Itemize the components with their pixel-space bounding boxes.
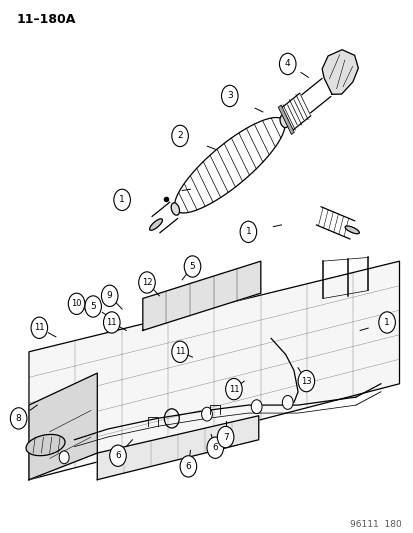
Circle shape (180, 456, 196, 477)
Circle shape (31, 317, 47, 338)
Ellipse shape (344, 226, 358, 234)
Text: 1: 1 (119, 196, 125, 204)
Text: 6: 6 (115, 451, 121, 460)
Text: 4: 4 (284, 60, 290, 68)
Circle shape (221, 85, 237, 107)
Polygon shape (29, 373, 97, 480)
Ellipse shape (279, 115, 288, 127)
Circle shape (251, 400, 261, 414)
Text: 2: 2 (177, 132, 183, 140)
Text: 11–180A: 11–180A (17, 13, 76, 26)
Text: 5: 5 (189, 262, 195, 271)
Text: 1: 1 (245, 228, 251, 236)
Text: 6: 6 (185, 462, 191, 471)
Text: 8: 8 (16, 414, 21, 423)
Text: 6: 6 (212, 443, 218, 452)
Text: 11: 11 (174, 348, 185, 356)
Text: 5: 5 (90, 302, 96, 311)
Text: 96111  180: 96111 180 (349, 520, 401, 529)
Circle shape (101, 285, 118, 306)
Circle shape (225, 378, 242, 400)
Polygon shape (278, 105, 294, 134)
Circle shape (114, 189, 130, 211)
Circle shape (85, 296, 101, 317)
Circle shape (378, 312, 394, 333)
Text: 1: 1 (383, 318, 389, 327)
Text: 9: 9 (107, 292, 112, 300)
Circle shape (68, 293, 85, 314)
Circle shape (201, 407, 212, 421)
Text: 11: 11 (228, 385, 239, 393)
Text: 11: 11 (34, 324, 45, 332)
Circle shape (138, 272, 155, 293)
Circle shape (282, 395, 292, 409)
Circle shape (171, 341, 188, 362)
Ellipse shape (149, 219, 162, 230)
Circle shape (59, 451, 69, 464)
Ellipse shape (171, 203, 179, 215)
Text: 7: 7 (222, 433, 228, 441)
Ellipse shape (26, 434, 65, 456)
Circle shape (279, 53, 295, 75)
Polygon shape (97, 416, 258, 480)
Circle shape (10, 408, 27, 429)
Text: 13: 13 (300, 377, 311, 385)
Text: 10: 10 (71, 300, 82, 308)
Circle shape (240, 221, 256, 243)
Circle shape (217, 426, 233, 448)
Circle shape (103, 312, 120, 333)
Circle shape (297, 370, 314, 392)
Polygon shape (29, 261, 399, 480)
Text: 3: 3 (226, 92, 232, 100)
Text: 12: 12 (141, 278, 152, 287)
Circle shape (171, 125, 188, 147)
Circle shape (109, 445, 126, 466)
Circle shape (184, 256, 200, 277)
Circle shape (206, 437, 223, 458)
Text: 11: 11 (106, 318, 117, 327)
Polygon shape (321, 50, 358, 94)
Polygon shape (142, 261, 260, 330)
